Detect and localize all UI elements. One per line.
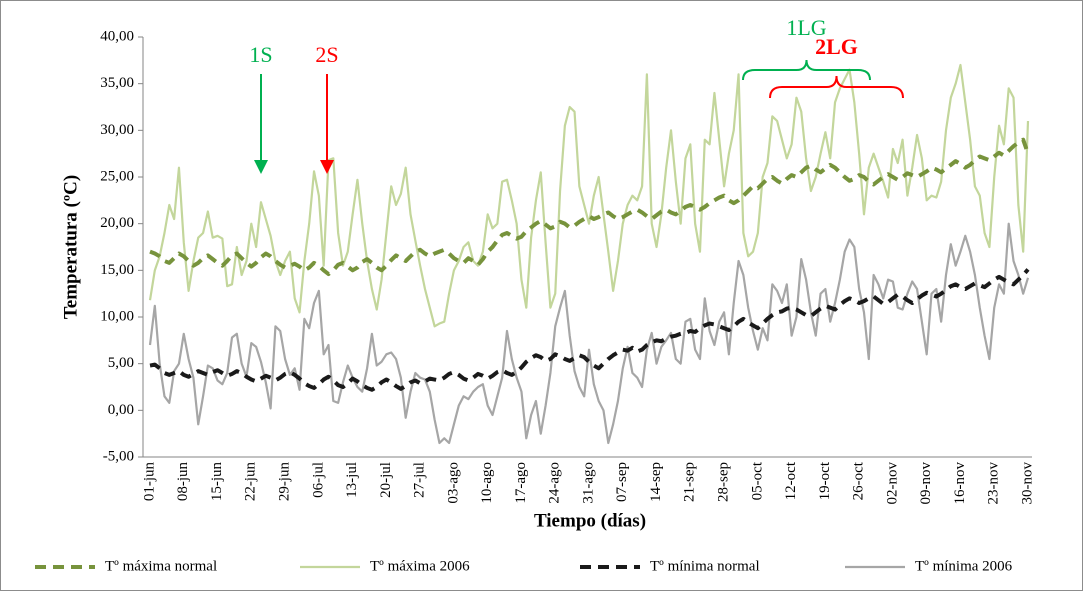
- x-tick-label: 30-nov: [1019, 462, 1035, 505]
- annotation-arrowhead: [254, 160, 268, 174]
- annotation: 2LG: [815, 34, 858, 59]
- y-tick-label: 15,00: [100, 262, 134, 278]
- x-tick-label: 08-jun: [175, 462, 191, 502]
- x-tick-label: 13-jul: [344, 462, 360, 498]
- series-line: [148, 63, 1030, 328]
- legend-label: Tº mínima 2006: [915, 558, 1013, 574]
- y-tick-label: 25,00: [100, 168, 134, 184]
- x-tick-label: 14-sep: [648, 462, 664, 502]
- x-tick-label: 24-ago: [547, 462, 563, 504]
- y-tick-label: 20,00: [100, 215, 134, 231]
- x-tick-label: 31-ago: [580, 462, 596, 504]
- x-tick-label: 09-nov: [918, 462, 934, 505]
- x-tick-label: 05-oct: [749, 461, 765, 500]
- x-tick-label: 23-nov: [986, 462, 1002, 505]
- annotation: 1LG: [786, 15, 826, 40]
- x-tick-label: 02-nov: [884, 462, 900, 505]
- annotation-brace: [742, 59, 871, 81]
- x-tick-label: 20-jul: [378, 462, 394, 498]
- x-tick-label: 01-jun: [141, 462, 157, 502]
- y-tick-label: 5,00: [108, 355, 134, 371]
- x-tick-label: 15-jun: [209, 462, 225, 502]
- y-tick-label: 35,00: [100, 75, 134, 91]
- x-tick-label: 27-jul: [412, 462, 428, 498]
- y-tick-label: 10,00: [100, 308, 134, 324]
- x-tick-label: 26-oct: [851, 461, 867, 500]
- annotation-brace: [769, 75, 904, 99]
- x-tick-label: 19-oct: [817, 461, 833, 500]
- x-tick-label: 10-ago: [479, 462, 495, 504]
- legend-label: Tº máxima 2006: [370, 558, 470, 574]
- x-tick-label: 07-sep: [614, 462, 630, 502]
- x-tick-label: 29-jun: [277, 462, 293, 502]
- annotation: 1S: [249, 42, 272, 67]
- x-tick-label: 17-ago: [513, 462, 529, 504]
- y-axis-title: Temperatura (ºC): [60, 175, 81, 319]
- legend-label: Tº mínima normal: [650, 558, 760, 574]
- x-tick-label: 16-nov: [952, 462, 968, 505]
- legend-label: Tº máxima normal: [105, 558, 217, 574]
- annotation: 2S: [315, 42, 338, 67]
- y-tick-label: 0,00: [108, 402, 134, 418]
- y-tick-label: 40,00: [100, 28, 134, 44]
- series-line: [149, 268, 1030, 392]
- x-tick-label: 22-jun: [243, 462, 259, 502]
- y-tick-label: 30,00: [100, 122, 134, 138]
- x-tick-label: 03-ago: [445, 462, 461, 504]
- annotation-arrowhead: [320, 160, 334, 174]
- x-tick-label: 28-sep: [716, 462, 732, 502]
- y-tick-label: -5,00: [103, 448, 134, 464]
- x-axis-title: Tiempo (días): [534, 510, 646, 531]
- x-tick-label: 12-oct: [783, 461, 799, 500]
- x-tick-label: 06-jul: [310, 462, 326, 498]
- series-line: [149, 137, 1030, 277]
- x-tick-label: 21-sep: [682, 462, 698, 502]
